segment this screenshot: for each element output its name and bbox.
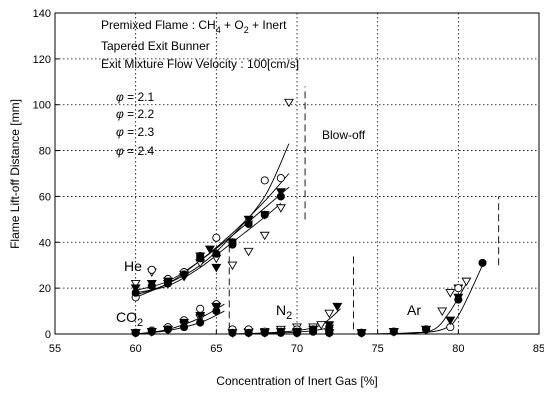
- point-circle-filled: [196, 254, 205, 263]
- y-tick-label: 0: [45, 329, 51, 341]
- y-tick-label: 20: [39, 283, 51, 295]
- axis-ticks: 55 60 65 70 75 80 85 0 20 40 60 80 100 120 140: [33, 8, 544, 355]
- x-axis-label: Concentration of Inert Gas [%]: [216, 374, 377, 388]
- point-tri-down-filled: [130, 284, 141, 294]
- y-tick-label: 80: [39, 146, 51, 158]
- point-tri-down-filled: [275, 188, 286, 197]
- point-circle-filled: [389, 327, 398, 336]
- point-tri-down-filled: [211, 302, 222, 312]
- point-circle-filled: [163, 325, 172, 334]
- point-tri-down-open: [243, 247, 254, 257]
- point-circle-filled: [147, 327, 156, 336]
- fit-curve-he: [135, 143, 290, 298]
- blowoff-limits: [228, 86, 500, 330]
- fit-curve-ar: [361, 265, 483, 335]
- point-circle-filled: [228, 240, 237, 249]
- x-tick-label: 60: [130, 343, 142, 355]
- point-circle-filled: [244, 219, 253, 228]
- y-tick-label: 60: [39, 191, 51, 203]
- x-tick-label: 75: [372, 343, 384, 355]
- point-tri-down-filled: [179, 318, 190, 328]
- y-tick-label: 100: [33, 100, 51, 112]
- point-circle-filled: [260, 210, 269, 219]
- point-tri-down-filled: [243, 215, 254, 225]
- y-axis-label: Flame Lift-off Distance [mm]: [8, 99, 22, 249]
- point-tri-down-open: [324, 309, 335, 319]
- label-co2: CO2: [116, 309, 143, 329]
- blowoff-label: Blow-off: [322, 128, 366, 142]
- point-circle-filled: [163, 279, 172, 288]
- point-tri-down-open: [227, 261, 238, 271]
- label-he: He: [124, 258, 142, 274]
- legend-entry-2: φ = 2.2: [116, 107, 155, 121]
- point-tri-down-open: [259, 231, 270, 241]
- label-ar: Ar: [407, 302, 421, 318]
- legend-entry-3: φ = 2.3: [116, 125, 155, 139]
- label-n2: N2: [276, 302, 292, 322]
- x-tick-label: 65: [210, 343, 222, 355]
- point-circle-open: [260, 176, 269, 185]
- point-tri-down-open: [283, 98, 294, 108]
- point-circle-filled: [244, 328, 253, 337]
- point-tri-down-open: [275, 204, 286, 213]
- point-circle-filled: [454, 295, 463, 304]
- legend: φ = 2.1 φ = 2.2 φ = 2.3 φ = 2.4: [116, 90, 155, 158]
- x-tick-label: 85: [533, 343, 544, 355]
- point-circle-filled: [180, 270, 189, 279]
- point-tri-down-filled: [211, 263, 222, 273]
- point-circle-filled: [131, 328, 140, 337]
- point-tri-down-open: [445, 289, 456, 298]
- point-circle-filled: [212, 249, 221, 258]
- y-tick-label: 140: [33, 8, 51, 20]
- legend-entry-1: φ = 2.1: [116, 90, 155, 104]
- point-circle-filled: [131, 288, 140, 297]
- point-tri-down-open: [437, 307, 448, 316]
- point-circle-filled: [260, 328, 269, 337]
- condition-line-1: Premixed Flame : CH4 + O2 + Inert: [101, 18, 287, 35]
- condition-line-2: Tapered Exit Bunner: [101, 39, 210, 53]
- point-circle-filled: [422, 325, 431, 334]
- fit-curve-he: [135, 186, 290, 291]
- y-tick-label: 40: [39, 237, 51, 249]
- point-circle-open: [147, 265, 156, 274]
- point-tri-down-filled: [445, 316, 456, 326]
- point-circle-filled: [276, 328, 285, 337]
- legend-entry-4: φ = 2.4: [116, 144, 155, 158]
- point-circle-filled: [325, 328, 334, 337]
- point-tri-down-open: [130, 279, 141, 289]
- x-tick-label: 55: [49, 343, 61, 355]
- data-points: [130, 98, 487, 338]
- y-tick-label: 120: [33, 54, 51, 66]
- point-circle-filled: [212, 307, 221, 316]
- point-tri-down-open: [316, 321, 327, 330]
- point-circle-open: [276, 174, 285, 183]
- point-circle-open: [212, 233, 221, 242]
- point-circle-open: [196, 304, 205, 313]
- point-circle-filled: [357, 328, 366, 337]
- point-tri-down-open: [461, 277, 472, 287]
- fit-curves: [135, 143, 483, 335]
- point-circle-filled: [292, 328, 302, 337]
- point-circle-filled: [309, 327, 318, 336]
- point-circle-filled: [180, 323, 189, 332]
- point-circle-filled: [196, 318, 205, 327]
- point-circle-filled: [478, 258, 487, 267]
- point-tri-down-filled: [332, 302, 343, 312]
- condition-line-3: Exit Mixture Flow Velocity : 100[cm/s]: [101, 57, 299, 71]
- point-circle-filled: [228, 328, 237, 337]
- point-tri-down-filled: [204, 245, 215, 255]
- point-tri-down-filled: [195, 312, 206, 321]
- point-circle-filled: [147, 281, 156, 290]
- point-circle-open: [454, 284, 463, 293]
- x-tick-label: 70: [291, 343, 303, 355]
- point-circle-filled: [276, 192, 285, 201]
- x-tick-label: 80: [452, 343, 464, 355]
